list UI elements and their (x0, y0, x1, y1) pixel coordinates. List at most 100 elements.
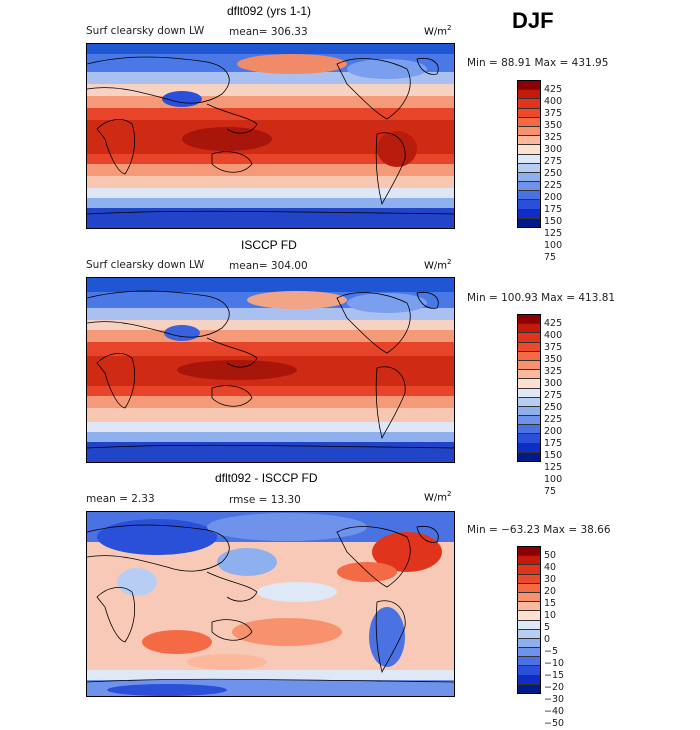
panel3-colorbar-labels: 50 40 30 20 15 10 5 0 −5 −10 −15 −20 −30 −40 −50 (544, 550, 564, 730)
colorbar-tick-label: 200 (544, 426, 563, 437)
colorbar-segment (518, 657, 540, 667)
panel1-minmax: Min = 88.91 Max = 431.95 (467, 57, 609, 69)
colorbar-segment (518, 136, 540, 146)
panel3-colorbar (517, 546, 541, 694)
colorbar-segment (518, 425, 540, 435)
colorbar-segment (518, 592, 540, 603)
colorbar-segment (518, 416, 540, 426)
panel3-units: W/m2 (424, 490, 452, 504)
panel3-minmax: Min = −63.23 Max = 38.66 (467, 524, 611, 536)
panel2-variable-label: Surf clearsky down LW (86, 259, 205, 271)
colorbar-segment (518, 342, 540, 352)
colorbar-tick-label: 10 (544, 610, 557, 621)
panel3-mean: mean = 2.33 (86, 493, 155, 505)
colorbar-segment (518, 574, 540, 584)
colorbar-segment (518, 126, 540, 137)
colorbar-segment (518, 452, 540, 461)
panel2-title: ISCCP FD (241, 238, 297, 252)
colorbar-tick-label: 400 (544, 96, 563, 107)
panel2-mean: mean= 304.00 (229, 260, 308, 272)
panel1-units: W/m2 (424, 24, 452, 38)
panel1-title: dflt092 (yrs 1-1) (227, 4, 312, 18)
colorbar-segment (518, 434, 540, 444)
colorbar-tick-label: 375 (544, 342, 563, 353)
colorbar-segment (518, 315, 540, 325)
panel1-map (86, 43, 455, 229)
colorbar-segment (518, 191, 540, 201)
colorbar-segment (518, 90, 540, 100)
panel3-map (86, 511, 455, 697)
colorbar-segment (518, 81, 540, 91)
colorbar-tick-label: −5 (544, 646, 559, 657)
colorbar-tick-label: 175 (544, 204, 563, 215)
colorbar-tick-label: 250 (544, 402, 563, 413)
colorbar-segment (518, 163, 540, 173)
colorbar-tick-label: 100 (544, 240, 563, 251)
colorbar-tick-label: 125 (544, 462, 563, 473)
colorbar-segment (518, 556, 540, 566)
colorbar-segment (518, 209, 540, 219)
colorbar-tick-label: 225 (544, 180, 563, 191)
colorbar-segment (518, 583, 540, 593)
colorbar-tick-label: 300 (544, 144, 563, 155)
colorbar-segment (518, 218, 540, 227)
colorbar-tick-label: 75 (544, 486, 557, 497)
colorbar-segment (518, 379, 540, 389)
colorbar-segment (518, 443, 540, 453)
colorbar-segment (518, 154, 540, 164)
panel1-variable-label: Surf clearsky down LW (86, 25, 205, 37)
colorbar-tick-label: 100 (544, 474, 563, 485)
colorbar-tick-label: 225 (544, 414, 563, 425)
colorbar-tick-label: 40 (544, 562, 557, 573)
colorbar-tick-label: 375 (544, 108, 563, 119)
colorbar-segment (518, 324, 540, 334)
colorbar-segment (518, 200, 540, 210)
colorbar-tick-label: −30 (544, 694, 565, 705)
panel1-colorbar (517, 80, 541, 228)
colorbar-tick-label: −40 (544, 706, 565, 717)
colorbar-tick-label: 125 (544, 228, 563, 239)
colorbar-tick-label: 325 (544, 132, 563, 143)
panel1-colorbar-labels: 425 400 375 350 325 300 275 250 225 200 175 150 125 1… (544, 84, 562, 264)
panel2-minmax: Min = 100.93 Max = 413.81 (467, 292, 616, 304)
colorbar-tick-label: 275 (544, 390, 563, 401)
colorbar-tick-label: 50 (544, 550, 557, 561)
colorbar-segment (518, 145, 540, 155)
panel2-map (86, 277, 455, 463)
colorbar-tick-label: 300 (544, 378, 563, 389)
colorbar-tick-label: 5 (544, 622, 551, 633)
colorbar-segment (518, 370, 540, 380)
colorbar-tick-label: 200 (544, 192, 563, 203)
colorbar-tick-label: 0 (544, 634, 551, 645)
colorbar-tick-label: 350 (544, 354, 563, 365)
panel3-rmse: rmse = 13.30 (229, 494, 301, 506)
panel2-map-field (87, 278, 454, 462)
colorbar-segment (518, 108, 540, 118)
colorbar-segment (518, 620, 540, 630)
colorbar-segment (518, 333, 540, 343)
colorbar-tick-label: 425 (544, 84, 563, 95)
colorbar-tick-label: 150 (544, 450, 563, 461)
colorbar-tick-label: 30 (544, 574, 557, 585)
colorbar-segment (518, 565, 540, 575)
colorbar-segment (518, 684, 540, 693)
season-title: DJF (512, 8, 554, 33)
colorbar-segment (518, 547, 540, 557)
colorbar-tick-label: 20 (544, 586, 557, 597)
panel3-title: dflt092 - ISCCP FD (215, 471, 318, 485)
colorbar-segment (518, 117, 540, 127)
colorbar-tick-label: −20 (544, 682, 565, 693)
colorbar-segment (518, 406, 540, 417)
panel2-units: W/m2 (424, 258, 452, 272)
colorbar-tick-label: −15 (544, 670, 565, 681)
colorbar-segment (518, 360, 540, 371)
colorbar-tick-label: 275 (544, 156, 563, 167)
panel2-colorbar (517, 314, 541, 462)
colorbar-tick-label: 325 (544, 366, 563, 377)
colorbar-segment (518, 648, 540, 658)
colorbar-segment (518, 666, 540, 676)
colorbar-tick-label: 15 (544, 598, 557, 609)
colorbar-segment (518, 397, 540, 407)
colorbar-tick-label: −10 (544, 658, 565, 669)
colorbar-segment (518, 675, 540, 685)
